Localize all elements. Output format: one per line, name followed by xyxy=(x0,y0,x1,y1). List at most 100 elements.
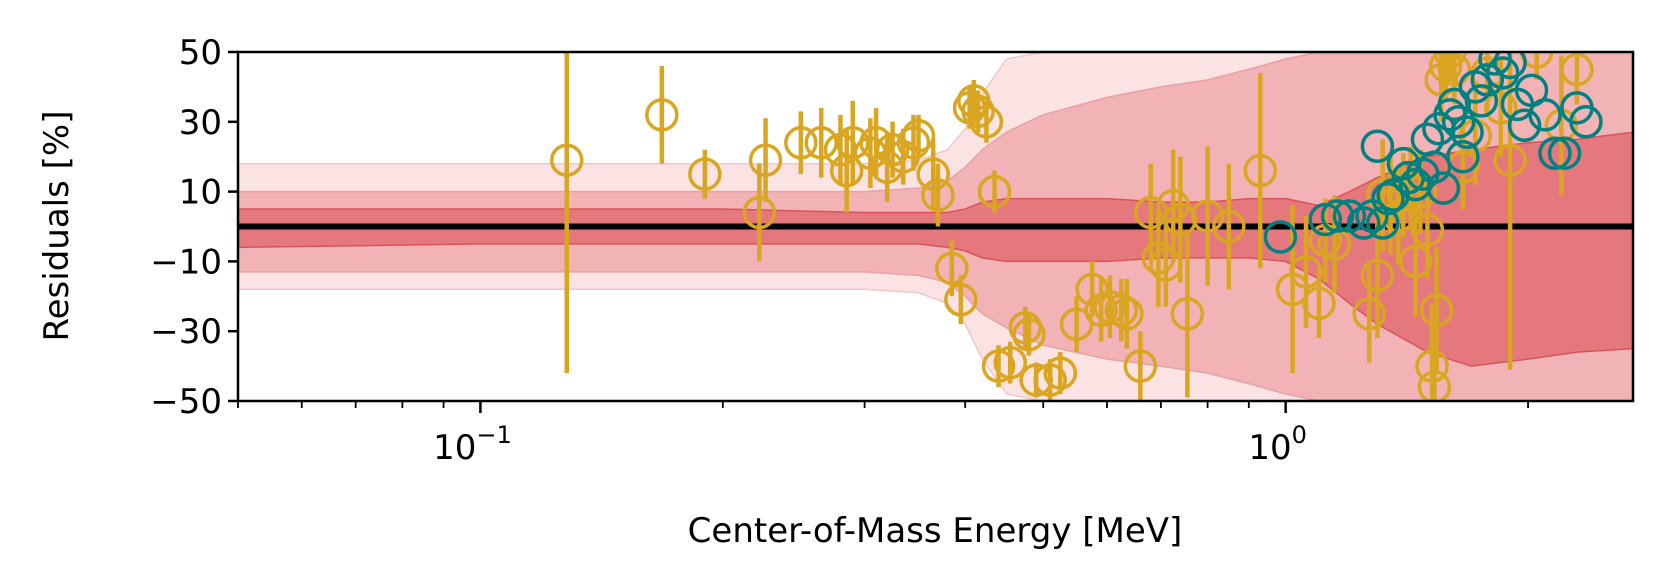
gold-data-point xyxy=(1410,181,1445,279)
marker xyxy=(1507,108,1542,143)
marker xyxy=(1433,52,1467,69)
teal-data-point xyxy=(1426,171,1461,205)
gold-data-point xyxy=(1163,156,1198,283)
teal-data-point xyxy=(1263,220,1298,254)
teal-data-point xyxy=(1360,129,1395,163)
y-tick-label: −50 xyxy=(150,382,222,422)
teal-data-point xyxy=(1470,63,1505,97)
marker xyxy=(1484,91,1518,125)
marker xyxy=(1417,370,1452,401)
gold-data-point xyxy=(1493,52,1527,370)
marker xyxy=(944,283,978,317)
teal-data-point xyxy=(1398,167,1433,202)
axes: 50 30 10 −10 −30 −50 10−1 100 xyxy=(150,33,1529,468)
gold-data-point xyxy=(993,341,1028,384)
marker xyxy=(1123,349,1158,383)
marker xyxy=(896,125,931,160)
marker xyxy=(742,195,777,230)
marker xyxy=(1446,139,1480,174)
marker xyxy=(1560,52,1594,87)
marker xyxy=(645,98,679,132)
y-tick-label: 10 xyxy=(179,173,222,213)
gold-data-point xyxy=(1243,72,1278,269)
marker xyxy=(921,178,955,212)
marker xyxy=(1371,181,1405,216)
marker xyxy=(1569,105,1603,139)
gold-data-point xyxy=(645,65,679,164)
marker xyxy=(1033,363,1067,397)
inner-band xyxy=(238,131,1633,367)
marker xyxy=(916,157,950,191)
marker xyxy=(1352,297,1386,331)
marker xyxy=(1212,209,1246,244)
gold-data-point xyxy=(1212,163,1246,290)
teal-data-point xyxy=(1371,181,1405,216)
gold-data-point xyxy=(1437,52,1472,105)
marker xyxy=(1360,258,1395,293)
y-tick-label: 50 xyxy=(179,33,222,73)
marker xyxy=(1538,136,1572,170)
marker xyxy=(1437,52,1472,87)
marker xyxy=(1493,143,1527,177)
marker xyxy=(961,94,995,129)
teal-data-point xyxy=(1493,52,1527,80)
gold-data-point xyxy=(1352,264,1386,363)
marker xyxy=(1519,52,1554,69)
marker xyxy=(1110,297,1144,331)
marker xyxy=(1410,213,1445,247)
marker xyxy=(969,105,1004,139)
marker xyxy=(1308,202,1343,237)
marker xyxy=(549,143,584,177)
marker xyxy=(1381,199,1416,233)
gold-data-point xyxy=(1360,212,1395,339)
marker xyxy=(1398,167,1433,202)
marker xyxy=(688,157,722,191)
gold-data-point xyxy=(742,163,777,262)
marker xyxy=(1441,105,1476,139)
gold-data-point xyxy=(1519,52,1554,80)
marker xyxy=(993,345,1028,380)
marker xyxy=(1059,307,1094,341)
marker xyxy=(1190,199,1225,233)
gold-data-point xyxy=(1302,268,1336,339)
gold-data-point xyxy=(1012,313,1046,356)
x-tick-label: 10−1 xyxy=(433,421,512,468)
teal-data-point xyxy=(1346,206,1381,240)
gold-data-point xyxy=(784,111,818,175)
marker xyxy=(1450,115,1484,150)
marker xyxy=(901,119,936,153)
marker xyxy=(1243,153,1278,188)
marker xyxy=(1417,150,1452,184)
gold-data-point xyxy=(549,52,584,374)
teal-data-point xyxy=(1507,108,1542,143)
marker xyxy=(1317,227,1352,261)
gold-data-point xyxy=(1419,247,1454,374)
marker xyxy=(1302,286,1336,321)
marker xyxy=(1360,129,1395,163)
gold-data-point xyxy=(1433,52,1467,80)
marker xyxy=(1163,202,1198,237)
teal-data-point xyxy=(1437,87,1472,122)
marker xyxy=(1493,52,1527,80)
gold-data-point xyxy=(921,163,955,227)
marker xyxy=(1104,293,1139,328)
marker xyxy=(1547,136,1582,170)
gold-data-point xyxy=(916,139,950,210)
teal-data-point xyxy=(1308,202,1343,237)
marker xyxy=(1470,63,1505,97)
marker xyxy=(1415,349,1449,383)
marker xyxy=(935,251,969,286)
gold-data-point xyxy=(748,118,783,203)
gold-data-point xyxy=(901,114,936,157)
marker xyxy=(1263,220,1298,254)
teal-data-point xyxy=(1569,105,1603,139)
marker xyxy=(835,125,870,160)
gold-data-point xyxy=(1033,359,1067,401)
gold-data-point xyxy=(1417,352,1452,401)
marker xyxy=(1419,293,1454,328)
marker xyxy=(1320,199,1355,233)
gold-data-point xyxy=(1059,296,1094,353)
marker xyxy=(1346,206,1381,240)
marker xyxy=(1398,244,1433,279)
